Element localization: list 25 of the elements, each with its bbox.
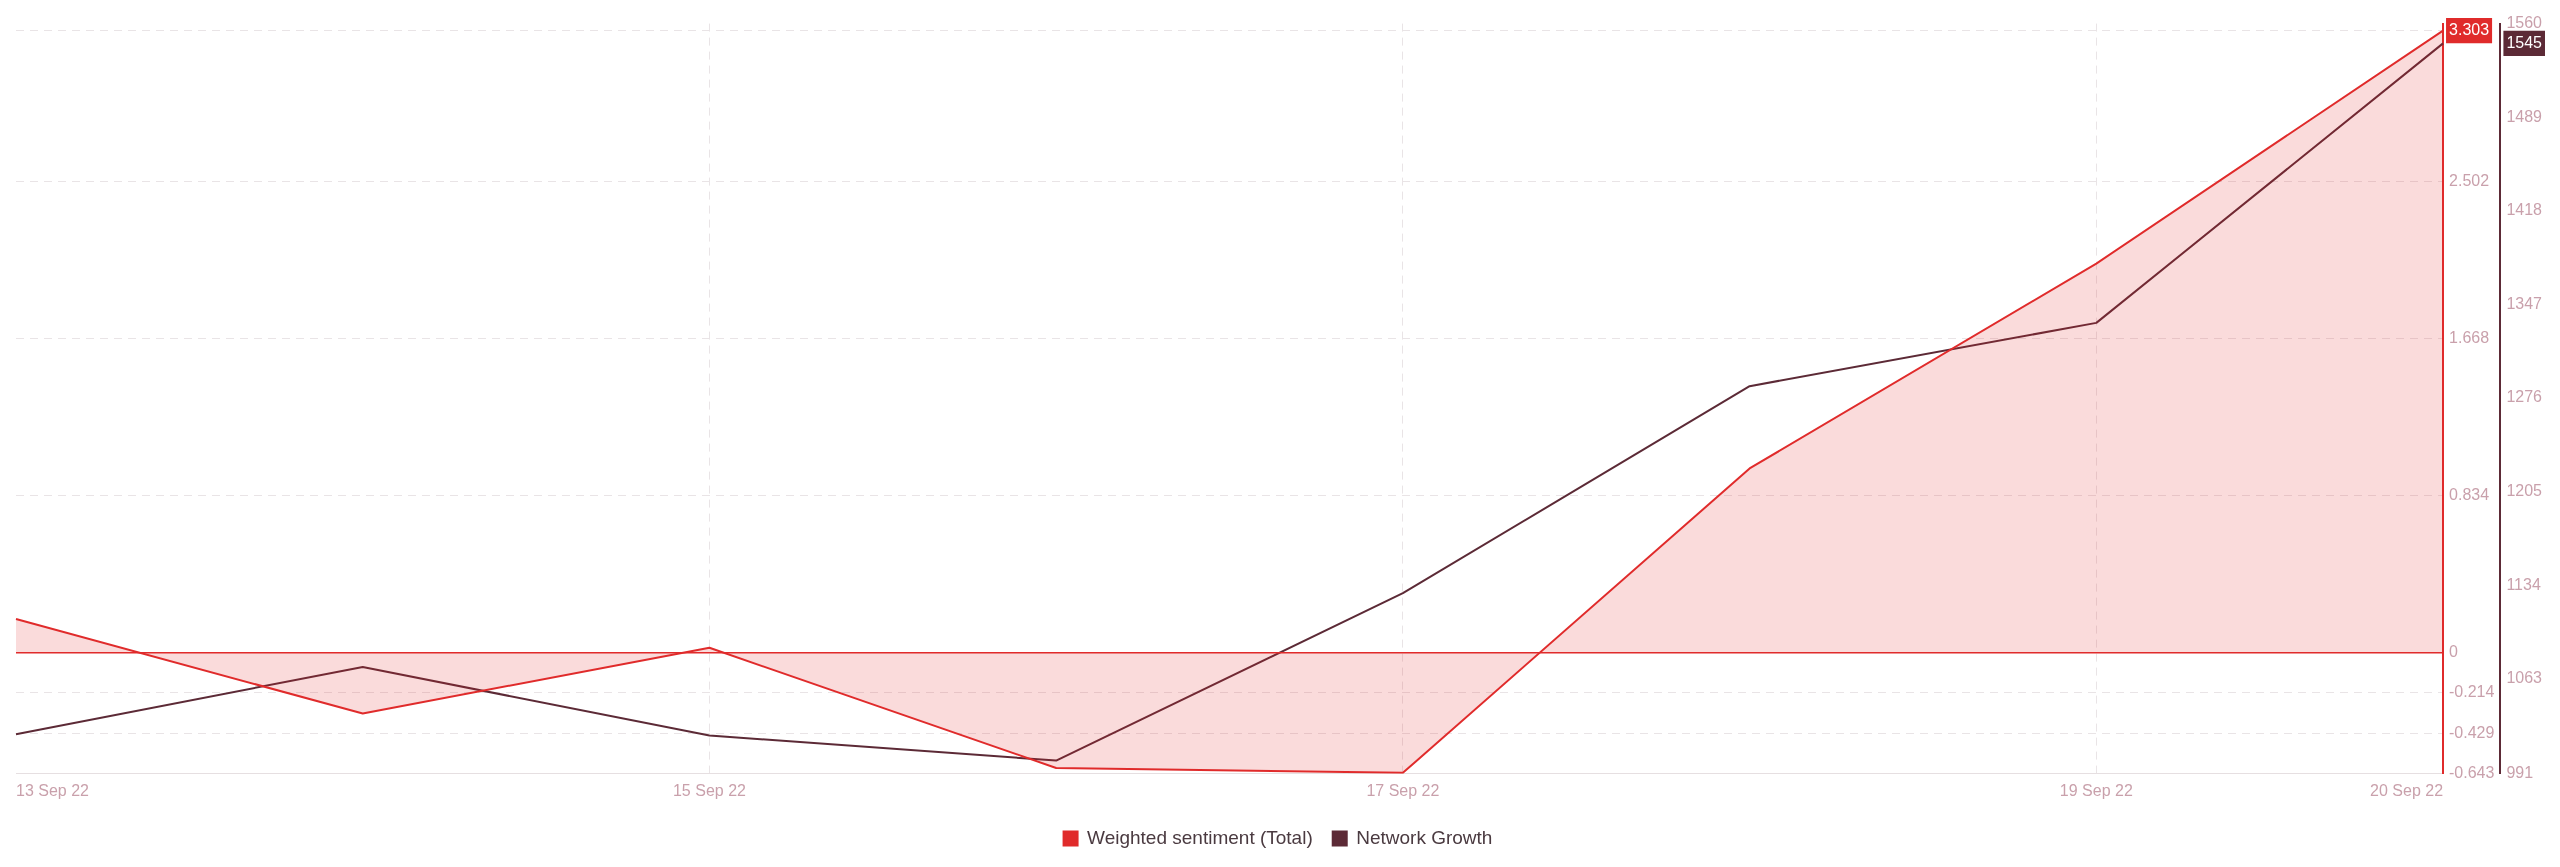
y2-tick-label: 1134 — [2506, 575, 2541, 593]
y-tick-label: 2.502 — [2449, 171, 2490, 189]
y2-tick-label: 1489 — [2506, 107, 2543, 125]
x-tick-label: 20 Sep 22 — [2370, 781, 2444, 799]
y-tick-label: 0.834 — [2449, 486, 2490, 504]
y-tick-label: -0.429 — [2449, 723, 2495, 741]
legend-label: Weighted sentiment (Total) — [1087, 826, 1313, 848]
x-tick-label: 17 Sep 22 — [1366, 781, 1440, 799]
y2-tick-label: 1276 — [2506, 388, 2543, 406]
y-tick-label: 0 — [2449, 643, 2459, 661]
y2-tick-label: 1418 — [2506, 201, 2543, 219]
x-tick-label: 15 Sep 22 — [672, 781, 747, 799]
y-tick-label: -0.214 — [2449, 683, 2495, 701]
y-tick-label: 3.303 — [2449, 20, 2490, 38]
y-tick-label: -0.643 — [2449, 764, 2495, 782]
legend-label: Network Growth — [1356, 826, 1493, 848]
y2-tick-label: 1347 — [2506, 294, 2543, 312]
y-tick-label: 1.668 — [2449, 328, 2490, 346]
y2-tick-label: 1545 — [2506, 33, 2543, 51]
y2-tick-label: 991 — [2506, 764, 2534, 782]
y2-tick-label: 1560 — [2506, 14, 2543, 32]
x-tick-label: 19 Sep 22 — [2059, 781, 2133, 799]
x-tick-label: 13 Sep 22 — [16, 781, 90, 799]
y2-tick-label: 1063 — [2506, 669, 2543, 687]
y2-tick-label: 1205 — [2506, 482, 2543, 500]
